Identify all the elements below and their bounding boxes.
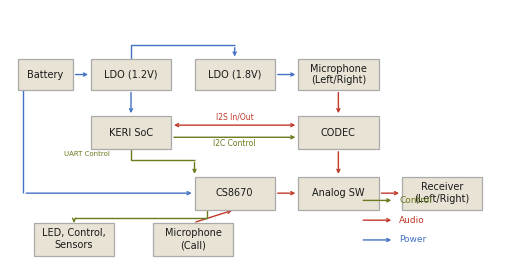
FancyBboxPatch shape — [91, 116, 171, 149]
Text: CODEC: CODEC — [321, 128, 356, 137]
Text: Audio: Audio — [399, 216, 425, 225]
FancyBboxPatch shape — [402, 177, 482, 210]
Text: Power: Power — [399, 235, 426, 245]
Text: Microphone
(Call): Microphone (Call) — [165, 228, 222, 250]
FancyBboxPatch shape — [298, 116, 379, 149]
FancyBboxPatch shape — [195, 59, 275, 90]
FancyBboxPatch shape — [298, 177, 379, 210]
FancyBboxPatch shape — [91, 59, 171, 90]
FancyBboxPatch shape — [195, 177, 275, 210]
FancyBboxPatch shape — [153, 223, 233, 256]
Text: Battery: Battery — [28, 69, 63, 80]
Text: CS8670: CS8670 — [216, 188, 253, 198]
FancyBboxPatch shape — [298, 59, 379, 90]
Text: LDO (1.2V): LDO (1.2V) — [104, 69, 158, 80]
Text: KERI SoC: KERI SoC — [109, 128, 153, 137]
FancyBboxPatch shape — [18, 59, 72, 90]
Text: LED, Control,
Sensors: LED, Control, Sensors — [42, 228, 106, 250]
Text: Receiver
(Left/Right): Receiver (Left/Right) — [414, 182, 470, 204]
Text: LDO (1.8V): LDO (1.8V) — [208, 69, 261, 80]
Text: I2S In/Out: I2S In/Out — [216, 113, 253, 122]
Text: Analog SW: Analog SW — [312, 188, 364, 198]
Text: UART Control: UART Control — [63, 151, 110, 157]
Text: Control: Control — [399, 196, 432, 205]
FancyBboxPatch shape — [34, 223, 114, 256]
Text: I2C Control: I2C Control — [213, 139, 256, 148]
Text: Microphone
(Left/Right): Microphone (Left/Right) — [310, 64, 367, 85]
